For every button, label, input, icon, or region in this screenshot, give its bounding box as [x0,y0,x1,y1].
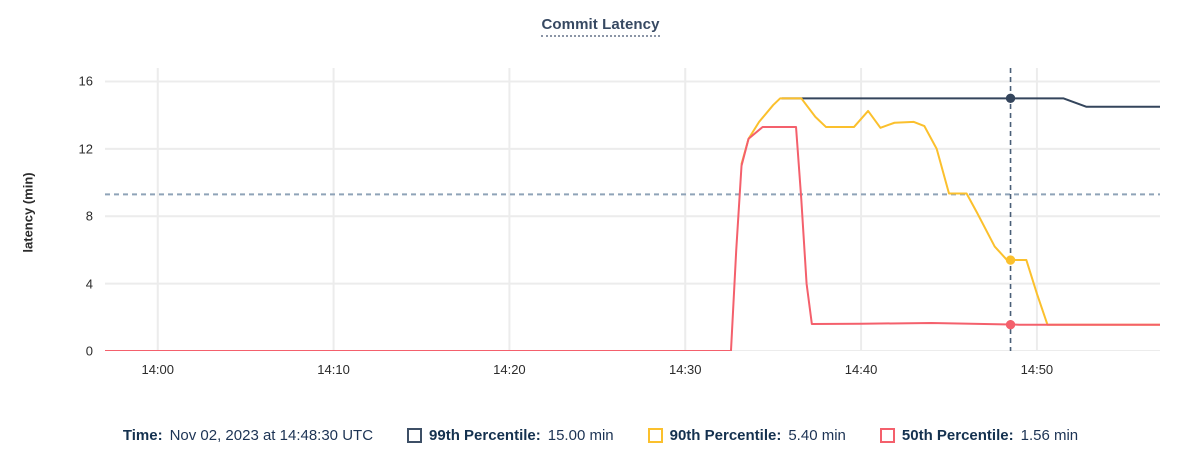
y-axis-label: latency (min) [20,172,36,253]
legend-series-label: 50th Percentile: [901,426,1014,444]
y-axis-tick-labels: 0 4 8 12 16 [45,68,93,359]
y-tick-label-16: 16 [78,73,93,89]
series-line-1 [780,97,1160,108]
y-tick-label-0: 0 [85,343,93,359]
chart-title-text: Commit Latency [541,16,660,37]
series-line-2 [740,97,1160,326]
crosshair-marker-2 [1005,255,1016,265]
legend-item-3[interactable]: 50th Percentile: 1.56 min [879,426,1079,444]
legend-series-value: 15.00 min [547,426,614,444]
crosshair-marker-1 [1005,93,1016,104]
plot-svg [105,68,1160,351]
x-tick-label-1410: 14:10 [317,362,350,377]
chart-legend: Time: Nov 02, 2023 at 14:48:30 UTC 99th … [0,415,1201,455]
legend-series-label: 99th Percentile: [429,426,541,444]
x-tick-label-1430: 14:30 [668,362,702,377]
legend-item-1[interactable]: 99th Percentile: 15.00 min [407,427,614,444]
x-tick-label-1400: 14:00 [141,362,175,377]
crosshair-marker-3 [1005,320,1016,330]
x-tick-label-1440: 14:40 [844,362,878,377]
series-line-3 [105,125,1160,351]
legend-series-value: 1.56 min [1020,426,1079,444]
plot-area[interactable] [105,68,1160,351]
y-tick-label-8: 8 [85,208,93,224]
legend-time: Time: Nov 02, 2023 at 14:48:30 UTC [123,427,373,444]
legend-item-2[interactable]: 90th Percentile: 5.40 min [647,426,846,444]
legend-swatch-icon-1 [407,427,423,443]
y-tick-label-4: 4 [85,276,93,292]
legend-swatch-icon-2 [647,427,663,443]
legend-swatch-icon-3 [879,427,895,443]
legend-series-label: 90th Percentile: [669,426,782,444]
x-tick-label-1420: 14:20 [493,362,526,377]
y-tick-label-12: 12 [78,141,93,157]
x-axis-tick-labels: 14:00 14:10 14:20 14:30 14:40 14:50 [105,362,1160,386]
legend-series-value: 5.40 min [788,426,846,444]
legend-time-label: Time: [122,426,163,444]
x-tick-label-1450: 14:50 [1020,362,1054,377]
legend-time-value: Nov 02, 2023 at 14:48:30 UTC [169,426,374,444]
chart-title: Commit Latency [0,16,1201,37]
